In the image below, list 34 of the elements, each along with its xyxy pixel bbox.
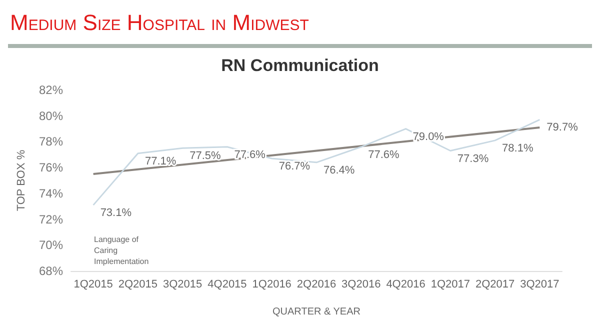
data-label: 76.4% [324,164,355,176]
x-tick-label: 2Q2016 [296,278,336,290]
y-tick-label: 70% [38,238,64,252]
data-label: 77.1% [144,155,176,168]
data-label: 78.1% [502,142,534,154]
x-axis-title: QUARTER & YEAR [272,306,360,318]
data-label: 73.1% [100,207,132,220]
x-tick-label: 1Q2015 [74,278,113,290]
y-tick-label: 82% [38,83,64,97]
x-tick-label: 2Q2015 [118,278,158,290]
data-label: 76.7% [278,160,310,173]
y-axis-title: TOP BOX % [16,150,28,212]
annotation: Language of Caring Implementation [94,235,149,266]
x-tick-label: 3Q2017 [520,278,560,290]
data-label: 77.3% [457,152,489,165]
data-label: 77.6% [368,148,400,161]
y-tick-label: 76% [38,160,64,175]
data-label: 79.7% [546,122,578,134]
line-series [92,118,540,206]
y-tick-label: 78% [38,134,64,149]
data-label: 77.5% [190,150,221,162]
x-tick-label: 4Q2015 [208,278,247,290]
x-tick-label: 3Q2016 [342,278,381,290]
x-tick-label: 3Q2015 [163,278,202,290]
y-tick-label: 80% [38,108,64,123]
chart-title: Medium Size Hospital in Midwest [8,8,592,48]
x-tick-label: 2Q2017 [475,278,515,290]
x-tick-label: 4Q2016 [386,278,426,290]
x-tick-label: 1Q2017 [430,278,470,290]
y-tick-label: 74% [38,186,64,200]
y-tick-label: 68% [38,264,64,278]
y-tick-label: 72% [38,212,64,226]
chart-subtitle: RN Communication [221,56,379,75]
x-tick-label: 1Q2016 [252,278,292,290]
